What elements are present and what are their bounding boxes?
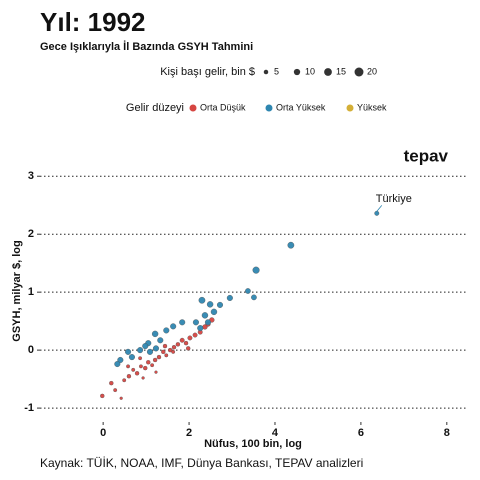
x-tick-label: 4 — [272, 427, 279, 439]
brand: tepav — [404, 146, 449, 165]
point — [161, 349, 166, 355]
y-tick-label: 0 — [28, 344, 34, 356]
x-axis-label: Nüfus, 100 bin, log — [204, 438, 302, 450]
point — [150, 363, 155, 368]
point — [171, 345, 177, 350]
point — [134, 371, 140, 376]
point — [287, 241, 295, 249]
x-tick-label: 6 — [358, 427, 364, 439]
point — [245, 288, 251, 294]
point — [128, 354, 135, 361]
point — [100, 393, 105, 399]
point — [126, 364, 130, 369]
point — [163, 327, 170, 334]
point — [141, 376, 145, 380]
point — [152, 357, 158, 363]
point — [137, 347, 144, 354]
point — [164, 353, 169, 358]
size-legend-label: 20 — [367, 66, 377, 76]
point — [162, 343, 168, 349]
legend-key — [346, 104, 354, 112]
point — [113, 388, 118, 393]
size-legend-label: 10 — [305, 66, 315, 76]
annotation-leader — [376, 205, 383, 212]
legend-label: Orta Yüksek — [276, 102, 326, 112]
point — [192, 332, 198, 338]
point — [171, 349, 176, 354]
point — [175, 342, 181, 347]
point — [126, 374, 132, 379]
x-tick-label: 0 — [100, 427, 106, 439]
point — [157, 337, 164, 344]
point — [170, 323, 177, 330]
point — [226, 294, 233, 301]
size-legend-key — [293, 68, 301, 76]
point — [138, 356, 143, 361]
point — [374, 210, 380, 216]
point — [179, 319, 186, 326]
point — [252, 266, 260, 274]
size-legend-key — [324, 68, 332, 76]
point — [156, 354, 162, 360]
chart-title: Yıl: 1992 — [40, 7, 146, 37]
legend-label: Orta Düşük — [200, 102, 246, 112]
point — [143, 365, 148, 371]
chart-subtitle: Gece Işıklarıyla İl Bazında GSYH Tahmini — [40, 40, 253, 53]
point — [125, 348, 132, 355]
x-tick-label: 8 — [444, 427, 450, 439]
y-tick-label: 2 — [28, 228, 34, 240]
point — [204, 319, 211, 326]
point — [152, 345, 160, 352]
point — [146, 348, 154, 355]
point — [139, 364, 143, 369]
y-axis-label: GSYH, milyar $, log — [11, 240, 23, 341]
size-legend-label: 15 — [336, 66, 346, 76]
point — [197, 325, 204, 332]
point — [179, 337, 185, 343]
point — [117, 356, 124, 364]
point — [216, 301, 224, 308]
color-legend-title: Gelir düzeyi — [126, 102, 184, 114]
annotation: Türkiye — [376, 193, 412, 205]
point — [192, 319, 199, 326]
x-tick-label: 2 — [186, 427, 192, 439]
point — [154, 370, 158, 374]
point — [151, 330, 159, 338]
point — [183, 340, 189, 346]
point — [201, 312, 209, 319]
source: Kaynak: TÜİK, NOAA, IMF, Dünya Bankası, … — [40, 456, 363, 470]
point — [186, 346, 191, 351]
size-legend-label: 5 — [274, 66, 279, 76]
y-tick-label: -1 — [24, 402, 34, 414]
point — [142, 343, 149, 350]
y-tick-label: 1 — [28, 286, 34, 298]
y-tick-label: 3 — [28, 170, 34, 182]
point — [114, 361, 121, 368]
point — [206, 301, 214, 308]
size-legend-key — [354, 67, 364, 77]
size-legend-key — [263, 69, 269, 75]
legend-key — [189, 104, 197, 112]
point — [198, 296, 206, 304]
size-legend-title: Kişi başı gelir, bin $ — [160, 66, 255, 78]
legend-label: Yüksek — [357, 102, 387, 112]
point — [119, 396, 123, 400]
point — [146, 360, 151, 365]
point — [122, 378, 127, 383]
point — [187, 335, 193, 341]
point — [131, 367, 136, 372]
legend-key — [265, 104, 273, 112]
point — [210, 308, 218, 316]
point — [109, 380, 114, 386]
point — [251, 294, 257, 301]
point — [167, 347, 173, 353]
